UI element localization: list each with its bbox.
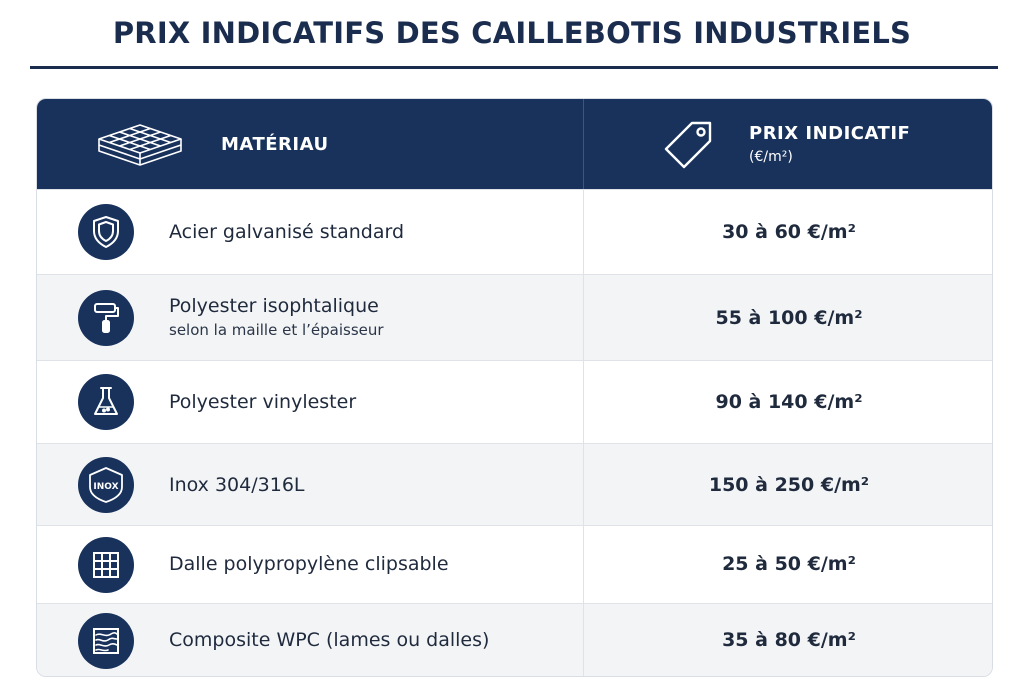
header-price-unit: (€/m²) bbox=[749, 149, 793, 165]
inox-icon-text: INOX bbox=[93, 482, 118, 492]
wood-grain-icon bbox=[78, 613, 134, 669]
table-header: MATÉRIAU PRIX INDICATIF (€/m²) bbox=[37, 99, 992, 189]
page-title: PRIX INDICATIFS DES CAILLEBOTIS INDUSTRI… bbox=[112, 16, 912, 50]
price-value: 25 à 50 €/m² bbox=[722, 553, 856, 575]
price-value: 90 à 140 €/m² bbox=[715, 391, 863, 413]
row-divider bbox=[583, 361, 584, 443]
price-tag-icon bbox=[662, 119, 714, 177]
material-name: Composite WPC (lames ou dalles) bbox=[169, 629, 490, 651]
material-name: Polyester isophtalique selon la maille e… bbox=[169, 295, 384, 339]
inox-shield-icon: INOX bbox=[78, 457, 134, 513]
header-material-label: MATÉRIAU bbox=[221, 134, 329, 155]
row-divider bbox=[583, 604, 584, 676]
price-value: 55 à 100 €/m² bbox=[715, 307, 863, 329]
table-row: Polyester vinylester 90 à 140 €/m² bbox=[37, 360, 992, 443]
row-divider bbox=[583, 526, 584, 603]
table-row: Polyester isophtalique selon la maille e… bbox=[37, 274, 992, 360]
material-name: Dalle polypropylène clipsable bbox=[169, 553, 449, 575]
material-name: Inox 304/316L bbox=[169, 474, 305, 496]
grating-grid-icon bbox=[95, 121, 185, 175]
price-value: 150 à 250 €/m² bbox=[708, 474, 870, 496]
paint-roller-icon bbox=[78, 290, 134, 346]
row-divider bbox=[583, 190, 584, 274]
price-value: 35 à 80 €/m² bbox=[722, 629, 856, 651]
material-name-text: Polyester isophtalique bbox=[169, 295, 379, 317]
header-price-label: PRIX INDICATIF bbox=[749, 123, 911, 144]
table-row: Acier galvanisé standard 30 à 60 €/m² bbox=[37, 189, 992, 274]
table-row: Composite WPC (lames ou dalles) 35 à 80 … bbox=[37, 603, 992, 676]
grid-tile-icon bbox=[78, 537, 134, 593]
material-name: Polyester vinylester bbox=[169, 391, 357, 413]
material-name: Acier galvanisé standard bbox=[169, 221, 405, 243]
price-table: MATÉRIAU PRIX INDICATIF (€/m²) Acier gal… bbox=[36, 98, 993, 677]
material-note: selon la maille et l’épaisseur bbox=[169, 321, 384, 339]
price-value: 30 à 60 €/m² bbox=[722, 221, 856, 243]
table-row: INOX Inox 304/316L 150 à 250 €/m² bbox=[37, 443, 992, 525]
row-divider bbox=[583, 275, 584, 360]
table-row: Dalle polypropylène clipsable 25 à 50 €/… bbox=[37, 525, 992, 603]
header-price-cell: PRIX INDICATIF (€/m²) bbox=[584, 99, 992, 189]
title-underline bbox=[30, 66, 998, 69]
flask-icon bbox=[78, 374, 134, 430]
row-divider bbox=[583, 444, 584, 525]
header-material-cell: MATÉRIAU bbox=[37, 99, 583, 189]
header-divider bbox=[583, 99, 584, 189]
shield-icon bbox=[78, 204, 134, 260]
